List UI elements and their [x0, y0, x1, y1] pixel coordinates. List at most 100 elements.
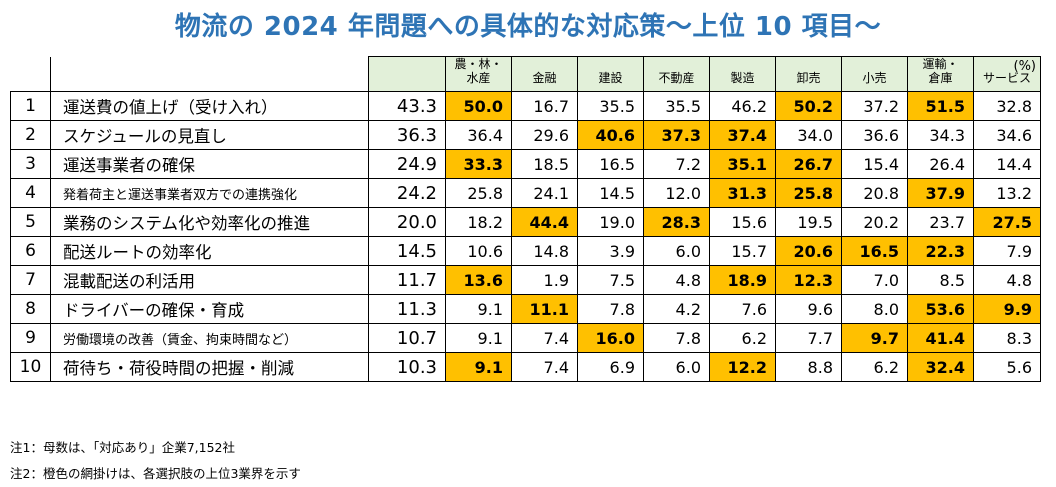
measure-label: 業務のシステム化や効率化の推進	[50, 207, 369, 237]
industry-value: 6.9	[577, 352, 644, 382]
header-blank	[10, 56, 51, 92]
header-row: 農・林・ 水産 金融 建設 不動産 製造 卸売 小売 運輸・ 倉庫 (%) サービス	[10, 56, 1041, 92]
industry-value: 12.3	[775, 265, 842, 295]
industry-value: 50.2	[775, 91, 842, 121]
industry-value: 14.5	[577, 178, 644, 208]
industry-value: 6.0	[643, 236, 710, 266]
industry-value: 33.3	[445, 149, 512, 179]
industry-value: 26.7	[775, 149, 842, 179]
industry-label: 運輸・ 倉庫	[922, 57, 959, 86]
table-row: 3 運送事業者の確保 24.9 33.3 18.5 16.5 7.2 35.1 26.7 15.4…	[10, 149, 1041, 179]
total-value: 24.2	[368, 178, 446, 208]
industry-value: 4.2	[643, 294, 710, 324]
industry-value: 14.8	[511, 236, 578, 266]
industry-value: 50.0	[445, 91, 512, 121]
industry-value: 7.2	[643, 149, 710, 179]
industry-value: 31.3	[709, 178, 776, 208]
table-row: 7 混載配送の利活用 11.7 13.6 1.9 7.5 4.8 18.9 12.3 7.0 8.5…	[10, 265, 1041, 295]
industry-value: 4.8	[643, 265, 710, 295]
industry-value: 29.6	[511, 120, 578, 150]
measure-label: 運送費の値上げ（受け入れ）	[50, 91, 369, 121]
rank-cell: 4	[10, 178, 51, 208]
rank-cell: 2	[10, 120, 51, 150]
industry-value: 10.6	[445, 236, 512, 266]
industry-value: 32.4	[907, 352, 974, 382]
industry-value: 15.7	[709, 236, 776, 266]
industry-value: 8.3	[973, 323, 1041, 353]
industry-value: 35.5	[577, 91, 644, 121]
total-value: 24.9	[368, 149, 446, 179]
industry-value: 12.0	[643, 178, 710, 208]
measure-label: 運送事業者の確保	[50, 149, 369, 179]
industry-value: 37.9	[907, 178, 974, 208]
industry-value: 51.5	[907, 91, 974, 121]
industry-header: 小売	[841, 56, 908, 92]
table-row: 5 業務のシステム化や効率化の推進 20.0 18.2 44.4 19.0 28.3 15.6…	[10, 207, 1041, 237]
industry-label: 不動産	[658, 71, 695, 85]
industry-value: 8.0	[841, 294, 908, 324]
measure-label: 荷待ち・荷役時間の把握・削減	[50, 352, 369, 382]
industry-value: 16.7	[511, 91, 578, 121]
unit-label: (%)	[1013, 59, 1037, 74]
industry-value: 13.2	[973, 178, 1041, 208]
industry-label: サービス	[982, 71, 1031, 85]
measure-label: スケジュールの見直し	[50, 120, 369, 150]
total-value: 10.3	[368, 352, 446, 382]
header-blank	[50, 56, 369, 92]
industry-value: 9.1	[445, 352, 512, 382]
industry-value: 35.1	[709, 149, 776, 179]
industry-value: 5.6	[973, 352, 1041, 382]
industry-value: 13.6	[445, 265, 512, 295]
table-row: 6 配送ルートの効率化 14.5 10.6 14.8 3.9 6.0 15.7 20.6 16.5…	[10, 236, 1041, 266]
industry-value: 16.5	[577, 149, 644, 179]
industry-value: 35.5	[643, 91, 710, 121]
total-value: 14.5	[368, 236, 446, 266]
industry-value: 7.6	[709, 294, 776, 324]
rank-cell: 7	[10, 265, 51, 295]
total-value: 20.0	[368, 207, 446, 237]
industry-value: 41.4	[907, 323, 974, 353]
industry-value: 18.9	[709, 265, 776, 295]
rank-cell: 5	[10, 207, 51, 237]
industry-value: 7.4	[511, 323, 578, 353]
industry-header: 運輸・ 倉庫	[907, 56, 974, 92]
industry-value: 14.4	[973, 149, 1041, 179]
total-value: 36.3	[368, 120, 446, 150]
industry-header: (%) サービス	[973, 56, 1041, 92]
header-total	[368, 56, 446, 92]
industry-value: 7.0	[841, 265, 908, 295]
table-row: 1 運送費の値上げ（受け入れ） 43.3 50.0 16.7 35.5 35.5 46.2 50…	[10, 91, 1041, 121]
industry-value: 7.5	[577, 265, 644, 295]
industry-value: 34.6	[973, 120, 1041, 150]
industry-value: 20.8	[841, 178, 908, 208]
industry-value: 53.6	[907, 294, 974, 324]
industry-value: 6.2	[709, 323, 776, 353]
rank-cell: 6	[10, 236, 51, 266]
industry-label: 製造	[730, 71, 755, 85]
measure-label: 労働環境の改善（賃金、拘束時間など）	[50, 323, 369, 353]
industry-value: 37.2	[841, 91, 908, 121]
total-value: 11.3	[368, 294, 446, 324]
industry-value: 7.7	[775, 323, 842, 353]
industry-header: 農・林・ 水産	[445, 56, 512, 92]
industry-value: 9.7	[841, 323, 908, 353]
page-title: 物流の 2024 年問題への具体的な対応策～上位 10 項目～	[174, 12, 882, 42]
industry-value: 34.3	[907, 120, 974, 150]
industry-label: 農・林・ 水産	[454, 57, 503, 86]
industry-value: 26.4	[907, 149, 974, 179]
note-2: 注2：橙色の網掛けは、各選択肢の上位3業界を示す	[10, 466, 301, 481]
measure-label: 発着荷主と運送事業者双方での連携強化	[50, 178, 369, 208]
industry-value: 16.5	[841, 236, 908, 266]
industry-value: 28.3	[643, 207, 710, 237]
industry-header: 不動産	[643, 56, 710, 92]
industry-value: 12.2	[709, 352, 776, 382]
industry-value: 11.1	[511, 294, 578, 324]
industry-value: 32.8	[973, 91, 1041, 121]
rank-cell: 8	[10, 294, 51, 324]
industry-value: 9.1	[445, 323, 512, 353]
industry-value: 15.4	[841, 149, 908, 179]
industry-label: 建設	[598, 71, 623, 85]
industry-value: 25.8	[775, 178, 842, 208]
industry-value: 37.4	[709, 120, 776, 150]
industry-value: 16.0	[577, 323, 644, 353]
